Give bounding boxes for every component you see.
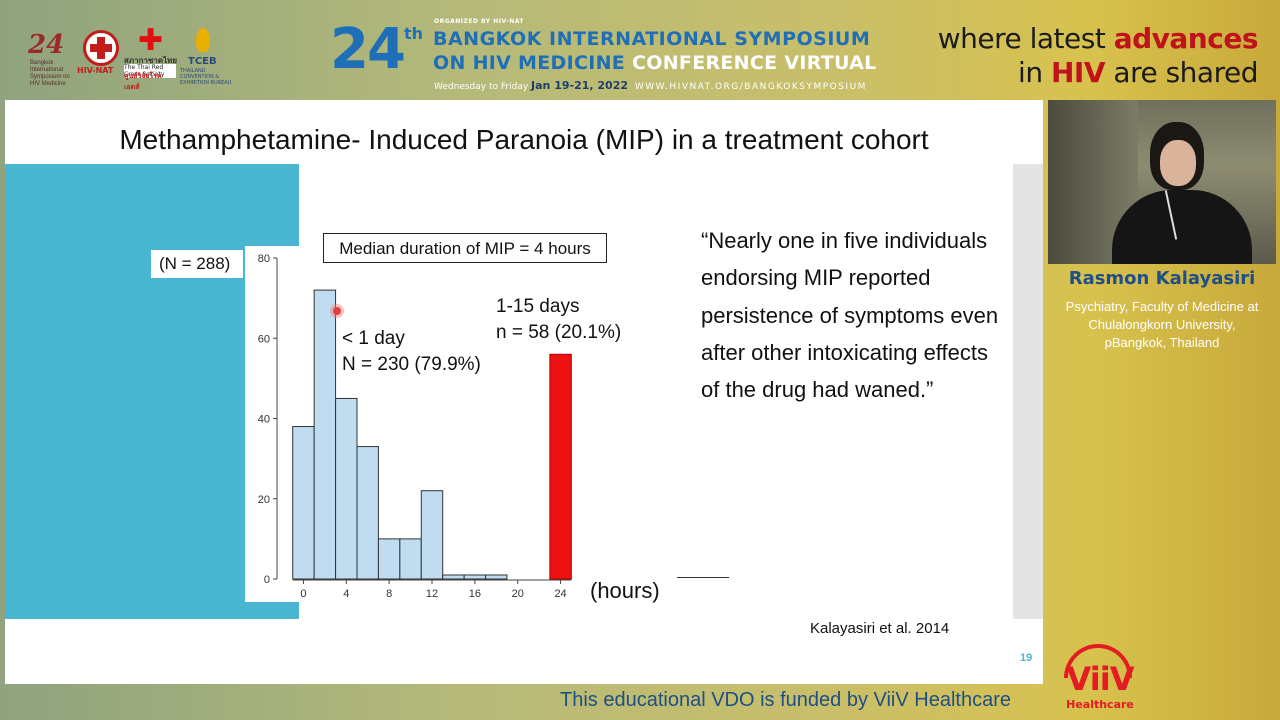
redcross-line1: สภากาชาดไทย (124, 56, 178, 65)
tagline-text: in (1018, 56, 1051, 89)
histogram-bar (485, 574, 508, 580)
histogram-bar (356, 446, 379, 580)
histogram-bar (313, 289, 337, 580)
funding-notice: This educational VDO is funded by ViiV H… (560, 689, 1011, 711)
redcross-line2: The Thai Red Cross Society (124, 64, 176, 78)
tceb-logo: TCEB THAILAND CONVENTION & EXHIBITION BU… (180, 26, 232, 86)
x-tick-label: 24 (554, 588, 566, 600)
histogram-bar (377, 538, 401, 580)
speaker-face (1160, 140, 1196, 186)
presentation-slide: Methamphetamine- Induced Paranoia (MIP) … (5, 100, 1043, 684)
chart-ticks: 0 20 40 60 80 0 4 8 12 16 20 24 (258, 253, 567, 600)
tagline: where latest advances in HIV are shared (937, 22, 1259, 90)
mip-duration-histogram: 0 20 40 60 80 0 4 8 12 16 20 24 (258, 253, 572, 600)
tagline-text: where latest (937, 22, 1114, 55)
speaker-video-feed (1048, 100, 1276, 264)
histogram-bar (463, 574, 487, 580)
slide-quote: “Nearly one in five individuals endorsin… (701, 228, 999, 403)
histogram-bar (442, 574, 465, 580)
citation: Kalayasiri et al. 2014 (810, 620, 950, 637)
tagline-line2: in HIV are shared (938, 56, 1258, 90)
organized-by: ORGANIZED BY HIV-NAT (434, 18, 524, 25)
viiv-subtitle: Healthcare (1066, 698, 1134, 711)
conference-banner: 24 Bangkok International Symposium on HI… (0, 0, 1280, 100)
histogram-bar (292, 426, 315, 580)
red-cross-circle-icon (83, 30, 119, 66)
x-tick-label: 0 (300, 588, 306, 600)
x-tick-label: 8 (386, 588, 392, 600)
logo-24-number: 24 (28, 30, 65, 60)
tagline-highlight: HIV (1050, 56, 1106, 89)
slide-side-strip (1013, 164, 1043, 619)
x-tick-label: 16 (469, 588, 481, 600)
hivnat-logo: HIV-NAT (77, 26, 121, 82)
x-axis-unit-label: (hours) (590, 578, 660, 603)
median-duration-box: Median duration of MIP = 4 hours (323, 233, 607, 263)
histogram-bar (399, 538, 422, 580)
histogram-bar (420, 490, 444, 580)
y-tick-label: 20 (258, 494, 270, 506)
x-tick-label: 12 (426, 588, 438, 600)
sponsor-logos: 24 Bangkok International Symposium on HI… (22, 23, 237, 92)
annotation-under-1-day: < 1 day (342, 328, 405, 349)
y-tick-label: 40 (258, 414, 270, 426)
event-title-line2: ON HIV MEDICINE CONFERENCE VIRTUAL (433, 52, 877, 74)
event-number-suffix: th (404, 24, 424, 43)
tagline-line1: where latest advances (937, 22, 1259, 56)
speaker-name: Rasmon Kalayasiri (1068, 268, 1256, 289)
slide-title: Methamphetamine- Induced Paranoia (MIP) … (119, 124, 929, 155)
speaker-body (1112, 190, 1252, 264)
y-tick-label: 0 (264, 574, 270, 586)
divider-line (677, 577, 729, 578)
chart-bars (292, 289, 572, 580)
tceb-label: TCEB (188, 56, 217, 67)
thai-red-cross-logo: ✚ สภากาชาดไทย The Thai Red Cross Society… (124, 23, 178, 91)
annotation-1-15-days: 1-15 days (496, 296, 580, 317)
redcross-line3: ศูนย์วิจัยโรคเอดส์ (124, 72, 162, 91)
speaker-affiliation: Psychiatry, Faculty of Medicine at Chula… (1065, 299, 1259, 350)
histogram-bar-highlight (549, 353, 572, 580)
event-title-line2-main: ON HIV MEDICINE (433, 52, 626, 74)
annotation-under-1-day-count: N = 230 (79.9%) (342, 354, 481, 375)
x-tick-label: 4 (343, 588, 349, 600)
tagline-text: are shared (1105, 56, 1258, 89)
event-date: Wednesday to Friday Jan 19-21, 2022 WWW.… (434, 79, 867, 92)
event-date-range: Jan 19-21, 2022 (531, 79, 628, 92)
event-title-virtual: CONFERENCE VIRTUAL (632, 52, 877, 74)
x-tick-label: 20 (512, 588, 524, 600)
y-tick-label: 60 (258, 333, 270, 345)
event-number: 24 (330, 17, 406, 82)
tagline-highlight: advances (1113, 22, 1259, 55)
red-cross-icon: ✚ (138, 23, 164, 58)
flame-icon (196, 28, 210, 52)
viiv-healthcare-logo: ViiV Healthcare (1058, 642, 1142, 714)
y-tick-label: 80 (258, 253, 270, 265)
event-date-days: Wednesday to Friday (434, 82, 529, 92)
viiv-wordmark: ViiV (1066, 660, 1135, 698)
logo-24-subtitle: Bangkok International Symposium on HIV M… (30, 60, 70, 87)
laser-pointer (333, 307, 341, 315)
event-title-line1: BANGKOK INTERNATIONAL SYMPOSIUM (433, 28, 871, 50)
symposium-24-logo: 24 Bangkok International Symposium on HI… (22, 26, 74, 87)
histogram-bar (335, 397, 358, 580)
annotation-1-15-days-count: n = 58 (20.1%) (496, 322, 622, 343)
tceb-subtitle: THAILAND CONVENTION & EXHIBITION BUREAU (180, 68, 232, 86)
hivnat-label: HIV-NAT (77, 66, 114, 75)
event-url: WWW.HIVNAT.ORG/BANGKOKSYMPOSIUM (634, 82, 867, 92)
sample-size-label: (N = 288) (151, 250, 243, 278)
slide-number: 19 (1020, 652, 1033, 664)
